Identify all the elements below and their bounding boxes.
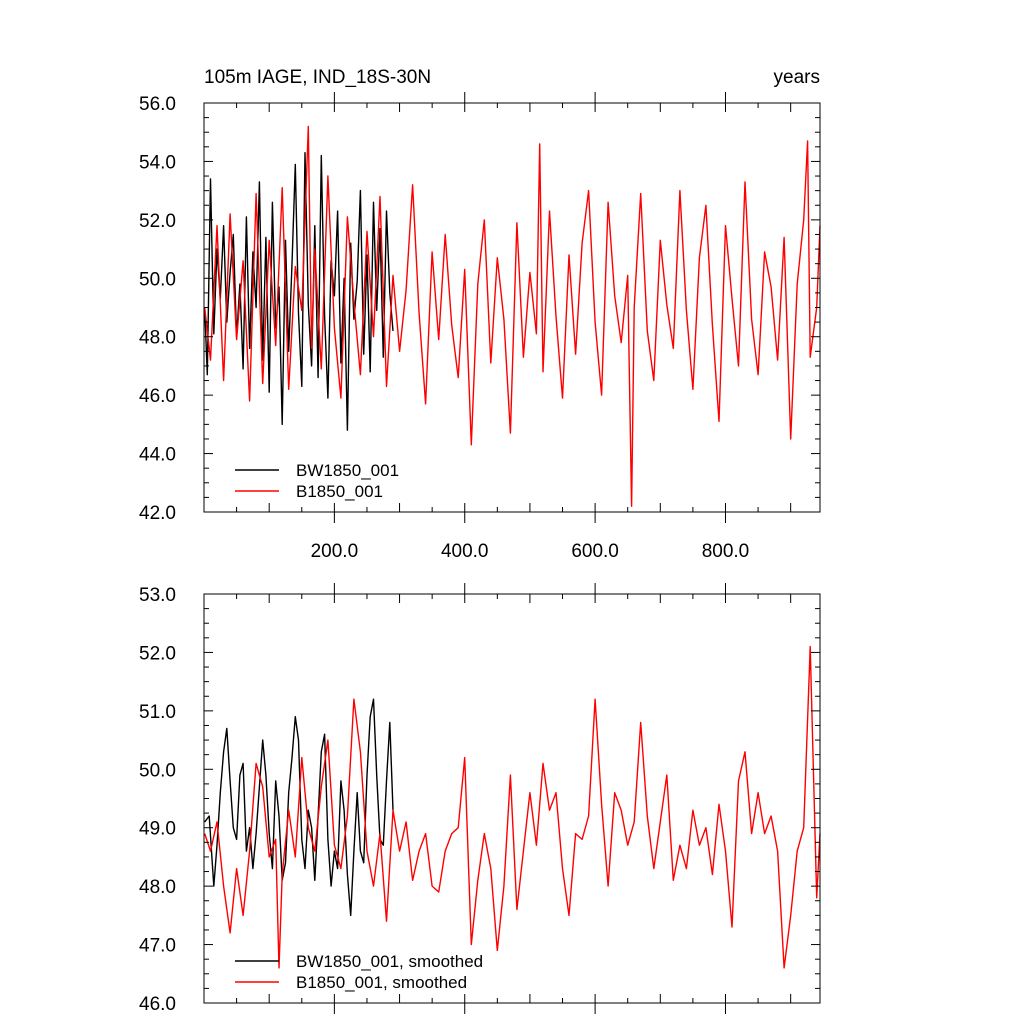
- y-tick-label: 44.0: [139, 445, 176, 466]
- plot-title-right: years: [774, 67, 820, 88]
- legend-label-0: BW1850_001, smoothed: [296, 952, 483, 971]
- series-line-1: [204, 645, 821, 969]
- plot-title-left: 105m IAGE, IND_18S-30N: [204, 67, 431, 88]
- y-tick-label: 46.0: [139, 994, 176, 1015]
- y-tick-label: 48.0: [139, 877, 176, 898]
- y-tick-label: 50.0: [139, 269, 176, 290]
- x-tick-label: 200.0: [311, 541, 359, 562]
- plot-frame: [203, 102, 821, 513]
- legend-label-1: B1850_001, smoothed: [296, 973, 467, 992]
- x-tick-label: 800.0: [702, 541, 750, 562]
- y-tick-label: 51.0: [139, 702, 176, 723]
- y-tick-label: 52.0: [139, 211, 176, 232]
- series-line-0: [204, 152, 394, 431]
- y-tick-label: 42.0: [139, 503, 176, 524]
- y-tick-label: 46.0: [139, 386, 176, 407]
- bottom-panel: 46.0 47.0 48.0 49.0 50.0 51.0 52.0 53.0 BW1850_0…: [139, 583, 821, 1015]
- y-tick-label: 48.0: [139, 328, 176, 349]
- x-tick-label: 600.0: [571, 541, 619, 562]
- y-tick-label: 53.0: [139, 585, 176, 606]
- legend-label-0: BW1850_001: [296, 461, 399, 480]
- y-tick-label: 56.0: [139, 94, 176, 115]
- y-tick-label: 47.0: [139, 936, 176, 957]
- series-line-1: [204, 125, 821, 507]
- legend-label-1: B1850_001: [296, 482, 383, 501]
- y-tick-label: 54.0: [139, 152, 176, 173]
- y-tick-label: 50.0: [139, 760, 176, 781]
- top-panel: 42.0 44.0 46.0 48.0 50.0 52.0 54.0 56.0 200.0 400…: [139, 92, 821, 562]
- y-tick-label: 49.0: [139, 819, 176, 840]
- x-tick-label: 400.0: [441, 541, 489, 562]
- y-tick-label: 52.0: [139, 643, 176, 664]
